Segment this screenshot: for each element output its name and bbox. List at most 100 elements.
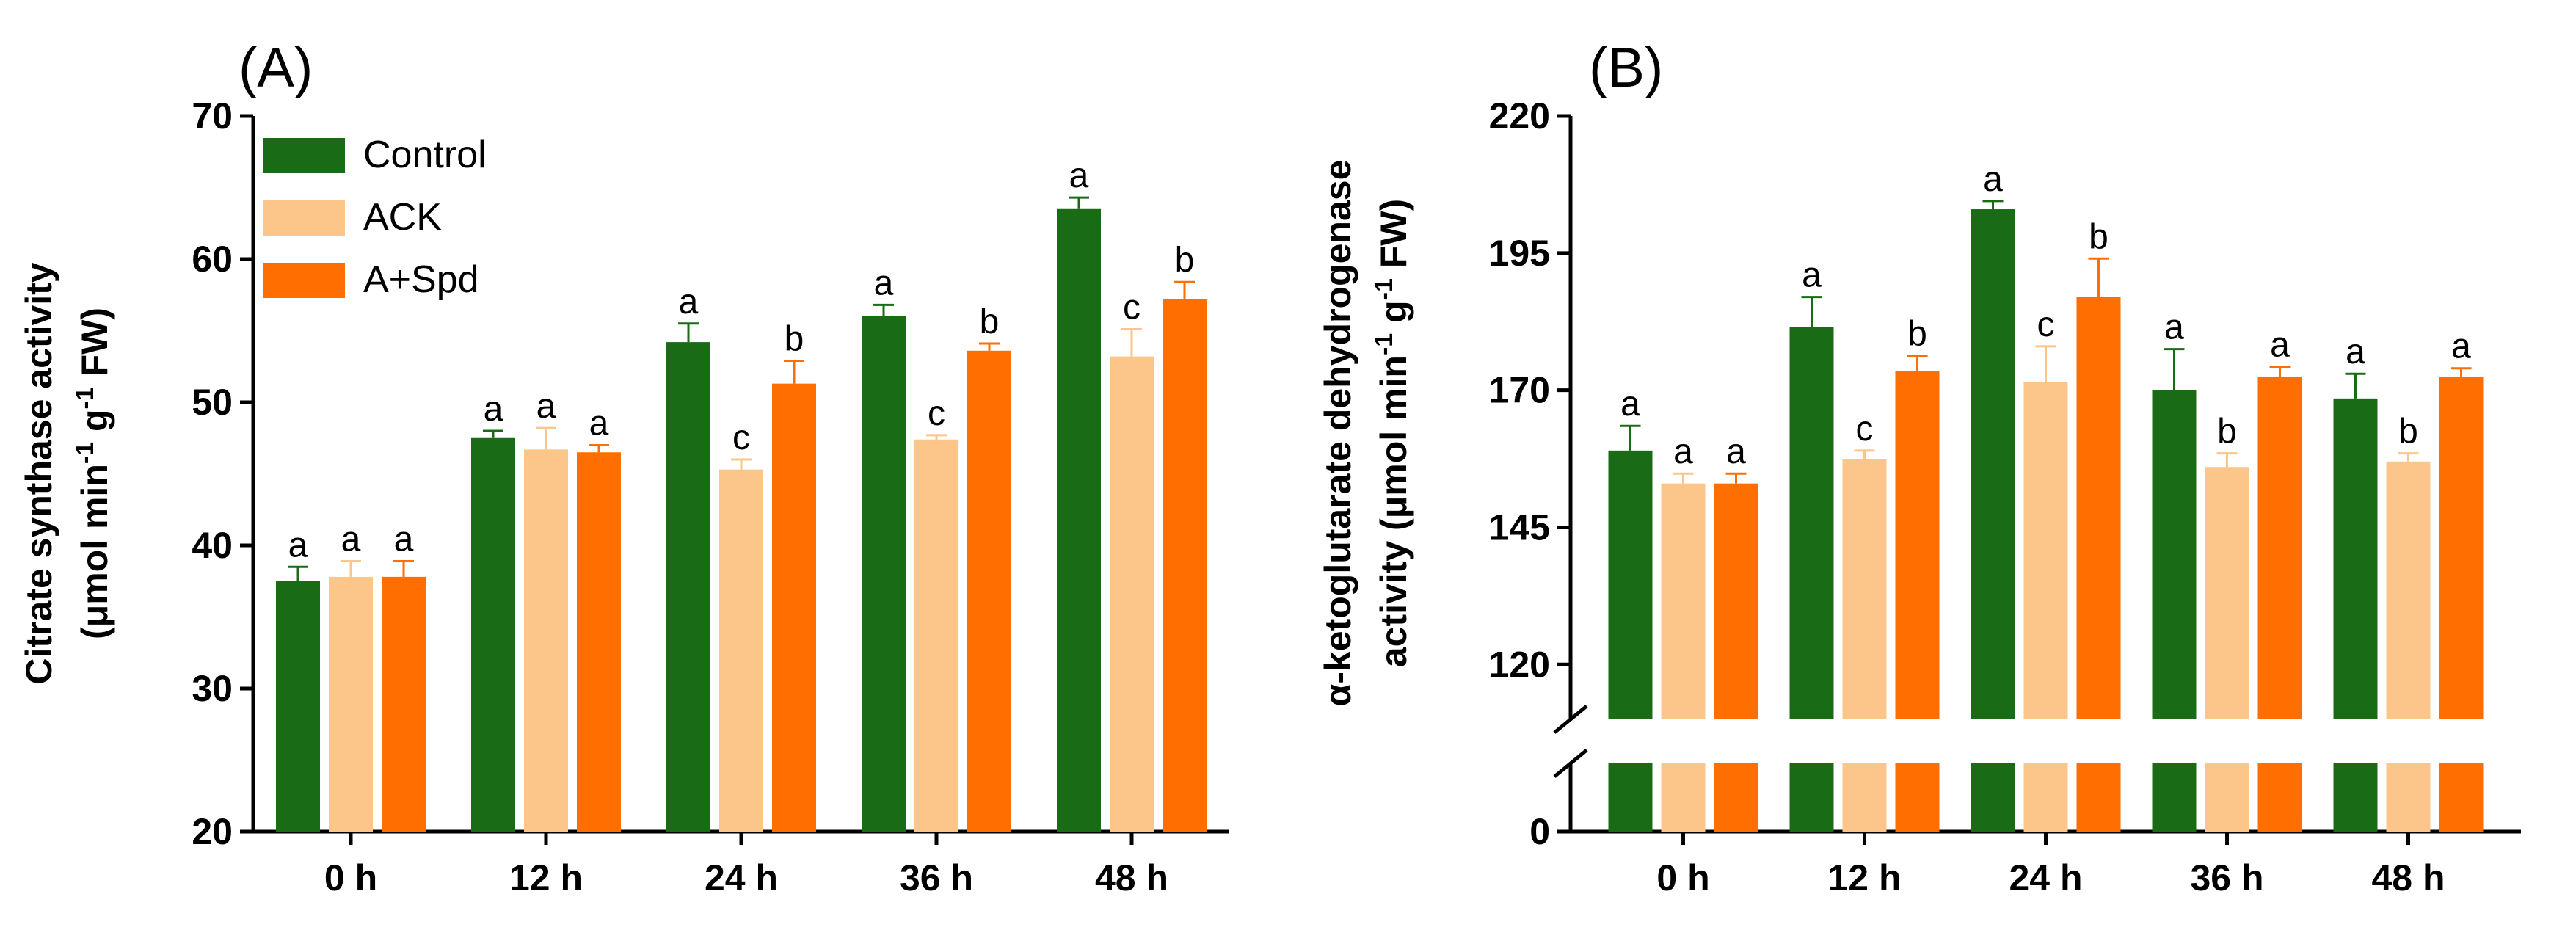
- significance-label: c: [1123, 288, 1140, 327]
- bar: [1163, 299, 1207, 832]
- y-axis-title-line-1: Citrate synthase activity: [18, 262, 59, 684]
- bar-lower: [2152, 763, 2197, 832]
- bar: [914, 439, 958, 832]
- y-tick-label: 220: [1489, 95, 1550, 137]
- significance-label: a: [341, 520, 361, 559]
- bar-upper: [1661, 483, 1706, 719]
- y-axis-unit-text: activity (μmol min: [1373, 355, 1414, 667]
- bar-upper: [1608, 450, 1653, 719]
- significance-label: a: [394, 520, 414, 559]
- bar-upper: [1842, 459, 1887, 719]
- y-axis-unit-superscript: -1: [71, 442, 99, 464]
- bar: [382, 576, 426, 832]
- bar-lower: [2257, 763, 2302, 832]
- significance-label: a: [2164, 308, 2184, 347]
- significance-label: b: [1907, 315, 1927, 354]
- x-tick-label: 48 h: [2371, 857, 2445, 898]
- legend-swatch: [263, 200, 345, 236]
- bar-upper: [2333, 398, 2378, 719]
- bar-lower: [2023, 763, 2068, 832]
- y-axis-unit-text: (μmol min: [74, 464, 115, 639]
- y-axis-title-line-2: (μmol min-1 g-1 FW): [71, 308, 115, 639]
- y-tick-label: 120: [1489, 644, 1550, 685]
- bar-upper: [1789, 327, 1834, 719]
- significance-label: c: [928, 394, 945, 433]
- significance-label: b: [980, 302, 1000, 341]
- significance-label: a: [2451, 327, 2471, 366]
- panel-label-b: (B): [1589, 37, 1663, 99]
- bar-upper: [2257, 376, 2302, 719]
- bar: [524, 449, 568, 832]
- bar: [1057, 208, 1101, 832]
- x-tick-label: 36 h: [2190, 857, 2263, 898]
- significance-label: a: [2346, 333, 2365, 371]
- bar: [276, 581, 320, 832]
- bar-lower: [1714, 763, 1758, 832]
- bar-lower: [1608, 763, 1653, 832]
- bar: [719, 469, 763, 832]
- bar-upper: [2205, 467, 2249, 719]
- bar-lower: [2386, 763, 2431, 832]
- axis-break-mark: [1553, 705, 1588, 734]
- x-tick-label: 0 h: [324, 857, 377, 898]
- legend-label: ACK: [363, 196, 442, 239]
- significance-label: c: [732, 418, 750, 457]
- legend-swatch: [263, 263, 345, 298]
- significance-label: b: [2089, 217, 2109, 256]
- chart-a-y-axis-label: Citrate synthase activity (μmol min-1 g-1…: [18, 262, 115, 684]
- legend-label: Control: [363, 134, 487, 176]
- bar-lower: [1971, 763, 2015, 832]
- significance-label: a: [2270, 326, 2290, 365]
- significance-label: a: [484, 390, 503, 429]
- bar-upper: [1895, 371, 1940, 719]
- significance-label: b: [2398, 413, 2418, 451]
- significance-label: b: [2217, 413, 2237, 451]
- y-axis-unit-text: g: [74, 409, 115, 441]
- bar: [772, 383, 816, 832]
- significance-label: c: [2037, 305, 2055, 344]
- bar-lower: [1661, 763, 1706, 832]
- y-tick-label: 20: [192, 811, 233, 852]
- x-tick-label: 24 h: [2009, 857, 2082, 898]
- y-tick-label: 0: [1529, 811, 1550, 852]
- bar: [471, 437, 515, 832]
- y-axis-unit-text: FW): [1373, 199, 1414, 278]
- bar: [862, 316, 906, 832]
- y-tick-label: 40: [192, 525, 233, 566]
- y-tick-label: 70: [192, 95, 233, 137]
- y-tick-label: 170: [1489, 370, 1550, 411]
- panel-label-a: (A): [239, 37, 313, 99]
- bar: [967, 350, 1011, 832]
- y-axis-unit-superscript: -1: [1370, 278, 1398, 300]
- significance-label: b: [785, 319, 804, 358]
- y-axis-unit-superscript: -1: [71, 387, 99, 409]
- x-tick-label: 24 h: [705, 857, 778, 898]
- significance-label: b: [1175, 241, 1195, 280]
- bar-upper: [2023, 382, 2068, 719]
- significance-label: a: [1069, 156, 1089, 195]
- bar-lower: [2439, 763, 2484, 832]
- y-tick-label: 50: [192, 382, 233, 423]
- bar-upper: [1714, 483, 1758, 719]
- significance-label: c: [1856, 410, 1874, 448]
- bar: [666, 342, 710, 832]
- bar: [1110, 356, 1154, 832]
- bar-lower: [1789, 763, 1834, 832]
- significance-label: a: [536, 387, 556, 426]
- x-tick-label: 36 h: [900, 857, 973, 898]
- significance-label: a: [679, 283, 699, 321]
- y-axis-unit-superscript: -1: [1370, 333, 1398, 355]
- bar-lower: [1842, 763, 1887, 832]
- y-tick-label: 195: [1489, 233, 1550, 274]
- significance-label: a: [874, 264, 894, 302]
- bar-lower: [2076, 763, 2121, 832]
- significance-label: a: [1802, 256, 1822, 295]
- x-tick-label: 48 h: [1095, 857, 1168, 898]
- significance-label: a: [1673, 432, 1693, 471]
- y-axis-unit-text: FW): [74, 308, 115, 387]
- y-tick-label: 30: [192, 668, 233, 709]
- y-axis-title-line-2: activity (μmol min-1 g-1 FW): [1370, 199, 1414, 667]
- bar: [329, 576, 373, 832]
